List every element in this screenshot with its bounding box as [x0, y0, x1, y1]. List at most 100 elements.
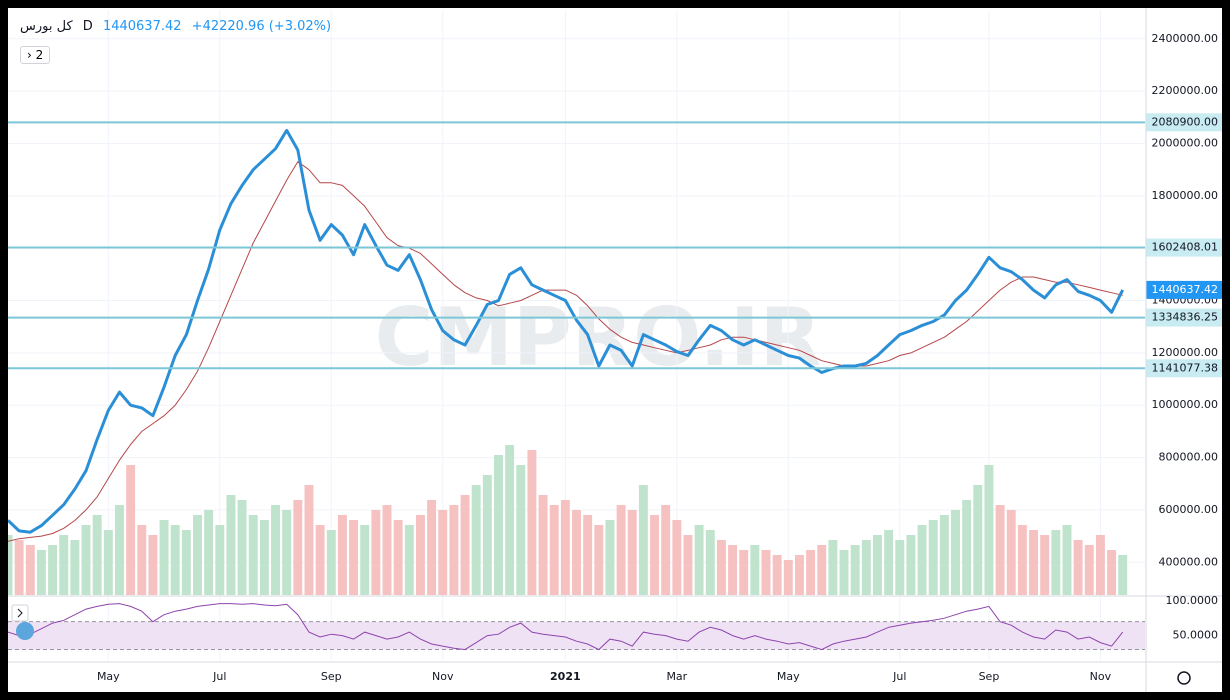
rsi-line	[8, 603, 1124, 651]
chevron-icon	[17, 608, 23, 618]
volume-bar	[984, 465, 994, 595]
volume-bar	[1073, 540, 1083, 595]
volume-bar	[393, 520, 403, 595]
y-tick-label: 600000.00	[1159, 503, 1219, 516]
volume-bar	[583, 515, 593, 595]
volume-bar	[739, 550, 749, 595]
volume-bar	[1107, 550, 1117, 595]
volume-bar	[1118, 555, 1128, 595]
volume-bar	[705, 530, 715, 595]
pane-count: 2	[35, 48, 44, 62]
rsi-tick-label: 50.0000	[1173, 629, 1219, 642]
volume-bar	[694, 525, 704, 595]
volume-bar	[126, 465, 136, 595]
y-tick-label: 2400000.00	[1152, 32, 1218, 45]
volume-bar	[159, 520, 169, 595]
y-tick-label: 1000000.00	[1152, 398, 1218, 411]
volume-bar	[1084, 545, 1094, 595]
volume-bar	[850, 545, 860, 595]
volume-bar	[349, 520, 359, 595]
level-label-bg	[1146, 113, 1222, 132]
volume-bar	[672, 520, 682, 595]
y-tick-label: 400000.00	[1159, 555, 1219, 568]
pane-toggle[interactable]: › 2	[20, 46, 51, 64]
volume-bar	[427, 500, 437, 595]
volume-bar	[326, 530, 336, 595]
volume-bar	[170, 525, 180, 595]
x-tick-label: Nov	[432, 670, 454, 683]
volume-bar	[861, 540, 871, 595]
volume-bar	[1051, 530, 1061, 595]
volume-bar	[560, 500, 570, 595]
volume-bar	[115, 505, 124, 595]
volume-bar	[794, 555, 804, 595]
y-tick-label: 1800000.00	[1152, 189, 1218, 202]
volume-bar	[772, 555, 782, 595]
volume-bar	[1062, 525, 1072, 595]
chart-window: CMPRO.IR 400000.00 600000.00 800000.00 1000…	[8, 8, 1222, 692]
level-label-bg	[1146, 308, 1222, 327]
volume-bar	[683, 535, 693, 595]
volume-bar	[750, 545, 760, 595]
volume-bar	[661, 505, 671, 595]
volume-bar	[259, 520, 269, 595]
volume-bar	[371, 510, 381, 595]
volume-bar	[271, 505, 280, 595]
volume-bar	[627, 510, 637, 595]
volume-bar	[449, 505, 459, 595]
volume-bar	[873, 535, 882, 595]
volume-bar	[995, 505, 1005, 595]
volume-bar	[1017, 525, 1027, 595]
volume-bar	[1095, 535, 1105, 595]
volume-bar	[103, 530, 113, 595]
volume-bar	[962, 500, 972, 595]
volume-bar	[828, 540, 838, 595]
volume-bar	[438, 510, 448, 595]
volume-bar	[917, 525, 927, 595]
y-tick-label: 2000000.00	[1152, 136, 1218, 149]
volume-bar	[81, 525, 91, 595]
volume-bar	[728, 545, 738, 595]
volume-bar	[137, 525, 147, 595]
x-tick-label: 2021	[550, 670, 581, 683]
y-tick-label: 2200000.00	[1152, 84, 1218, 97]
volume-bar	[939, 515, 949, 595]
volume-bar	[404, 525, 414, 595]
volume-bar	[839, 550, 849, 595]
x-tick-label: Sep	[321, 670, 342, 683]
volume-bar	[494, 455, 503, 595]
volume-bar	[226, 495, 236, 595]
volume-bar	[761, 550, 771, 595]
volume-bar	[650, 515, 659, 595]
volume-bar	[315, 525, 325, 595]
volume-bar	[505, 445, 515, 595]
volume-bar	[817, 545, 827, 595]
volume-bar	[549, 505, 559, 595]
volume-bar	[92, 515, 102, 595]
volume-bar	[594, 525, 604, 595]
x-tick-label: Mar	[666, 670, 687, 683]
volume-bar	[8, 535, 13, 595]
settings-icon[interactable]	[1177, 671, 1191, 685]
volume-bar	[293, 500, 303, 595]
volume-bar	[282, 510, 292, 595]
price-line	[8, 128, 1125, 534]
pane-button[interactable]	[11, 604, 29, 622]
volume-bar	[59, 535, 69, 595]
volume-bar	[337, 515, 347, 595]
volume-bar	[884, 530, 894, 595]
volume-bar	[237, 500, 247, 595]
rsi-tick-label: 100.0000	[1166, 594, 1219, 607]
last-price: 1440637.42	[102, 19, 182, 34]
x-tick-label: Jul	[892, 670, 906, 683]
chart: CMPRO.IR 400000.00 600000.00 800000.00 1000…	[8, 8, 1222, 692]
volume-bar	[616, 505, 626, 595]
volume-bar	[973, 485, 983, 595]
y-tick-label: 1200000.00	[1152, 346, 1218, 359]
volume-bar	[928, 520, 938, 595]
x-tick-label: May	[97, 670, 120, 683]
volume-bar	[36, 550, 46, 595]
level-label: 2080900.00	[1152, 115, 1218, 128]
volume-bar	[304, 485, 314, 595]
volume-bar	[527, 450, 537, 595]
